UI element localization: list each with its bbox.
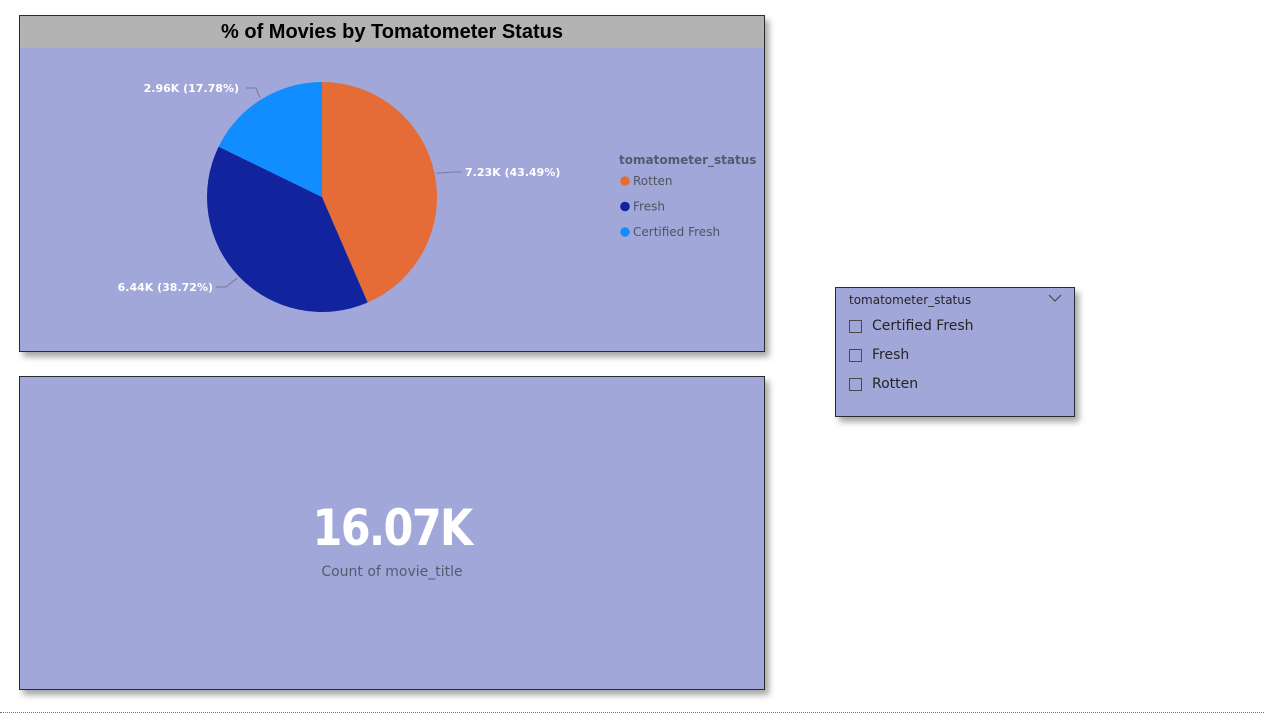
legend-item-label[interactable]: Certified Fresh <box>633 225 720 239</box>
legend-item-label[interactable]: Fresh <box>633 200 665 214</box>
legend-marker <box>620 176 630 186</box>
checkbox[interactable] <box>849 319 862 333</box>
pie-leader-lines <box>216 87 462 288</box>
slicer-item-fresh[interactable]: Fresh <box>849 345 909 365</box>
pie-chart-canvas: 7.23K (43.49%) 6.44K (38.72%) 2.96K (17.78… <box>118 82 756 312</box>
slicer-item-label: Fresh <box>872 347 910 363</box>
pie-slice-certified-fresh[interactable] <box>218 82 322 197</box>
legend: tomatometer_status Rotten Fresh Certified … <box>619 153 756 239</box>
card-visual[interactable]: 16.07K Count of movie_title <box>19 376 765 690</box>
pie-slice-rotten[interactable] <box>322 82 437 303</box>
pie-chart-visual[interactable]: 7.23K (43.49%) 6.44K (38.72%) 2.96K (17.78… <box>19 15 765 352</box>
legend-marker <box>620 227 630 237</box>
page-divider <box>0 712 1264 713</box>
data-label: 7.23K (43.49%) <box>465 166 560 179</box>
leader-line <box>216 277 238 288</box>
checkbox[interactable] <box>849 348 862 362</box>
legend-marker <box>620 201 630 212</box>
pie-data-labels: 7.23K (43.49%) 6.44K (38.72%) 2.96K (17.78… <box>118 82 561 294</box>
slicer-item-rotten[interactable]: Rotten <box>849 374 918 394</box>
slicer-item-certified-fresh[interactable]: Certified Fresh <box>849 316 974 336</box>
pie-slice-fresh[interactable] <box>206 146 368 312</box>
pie-slices <box>206 82 437 312</box>
slicer-item-label: Certified Fresh <box>872 318 974 334</box>
legend-item-label[interactable]: Rotten <box>633 174 673 188</box>
card-value: 16.07K <box>312 499 473 557</box>
data-label: 2.96K (17.78%) <box>144 82 239 95</box>
slicer-item-label: Rotten <box>872 376 919 392</box>
slicer-header: tomatometer_status <box>849 293 972 307</box>
checkbox[interactable] <box>849 377 862 391</box>
slicer-tomatometer-status[interactable]: tomatometer_status Certified Fresh Fresh… <box>835 287 1075 417</box>
card-label: Count of movie_title <box>321 564 463 580</box>
data-label: 6.44K (38.72%) <box>118 281 213 294</box>
legend-title: tomatometer_status <box>619 153 756 168</box>
chevron-down-icon[interactable] <box>1048 293 1062 303</box>
leader-line <box>436 171 462 174</box>
chart-title: % of Movies by Tomatometer Status <box>20 16 764 48</box>
leader-line <box>246 87 261 98</box>
